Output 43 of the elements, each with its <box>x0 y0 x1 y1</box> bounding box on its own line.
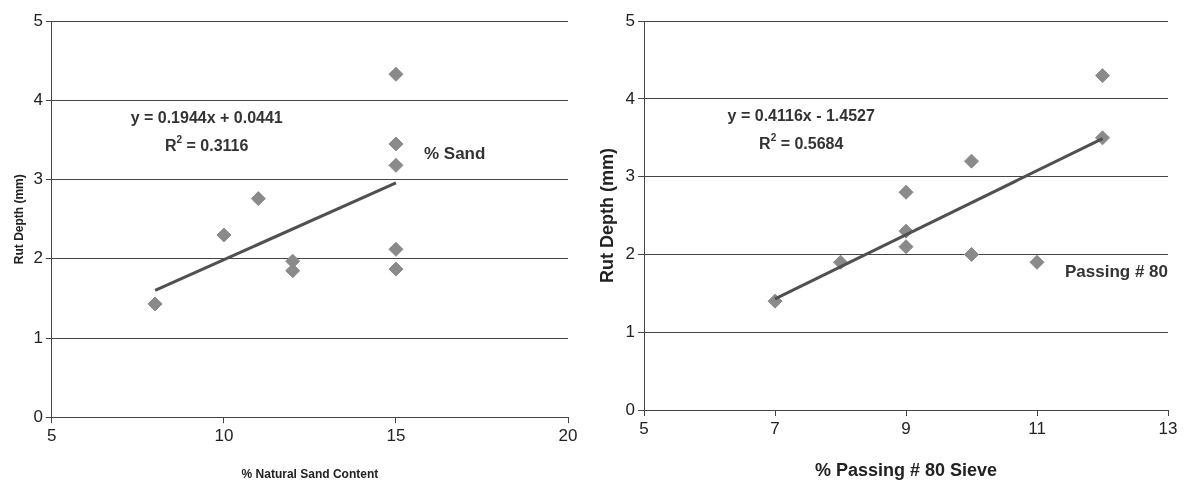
point <box>216 227 232 243</box>
series-label: % Sand <box>423 143 486 163</box>
y-axis-title: Rut Depth (mm) <box>11 174 26 265</box>
annotation: y = 0.1944x + 0.0441 <box>130 108 283 126</box>
point <box>388 157 404 173</box>
point <box>388 136 404 152</box>
x-tick-label: 13 <box>1158 418 1178 438</box>
y-axis-title: Rut Depth (mm) <box>596 148 617 284</box>
x-tick-label: 11 <box>1028 418 1046 438</box>
y-tick-label: 0 <box>33 406 43 426</box>
y-tick-label: 4 <box>625 88 636 108</box>
point <box>898 239 914 255</box>
x-tick-label: 5 <box>47 426 57 446</box>
x-tick-label: 15 <box>386 426 406 446</box>
point <box>1095 68 1111 84</box>
point <box>964 246 980 262</box>
x-tick-label: 5 <box>639 418 649 438</box>
point <box>250 191 266 207</box>
y-tick-label: 3 <box>625 166 636 186</box>
point <box>1029 254 1045 270</box>
x-axis-title: % Passing # 80 Sieve <box>814 460 998 481</box>
point <box>388 261 404 277</box>
x-tick-label: 20 <box>558 426 578 446</box>
point <box>388 241 404 257</box>
y-tick-label: 0 <box>625 399 636 419</box>
y-tick-label: 5 <box>625 10 636 30</box>
y-tick-label: 2 <box>625 244 636 264</box>
annotation: y = 0.4116x - 1.4527 <box>727 106 875 124</box>
x-tick-label: 10 <box>214 426 234 446</box>
series-label: Passing # 80 <box>1065 261 1169 281</box>
y-tick-label: 1 <box>625 321 636 341</box>
y-tick-label: 1 <box>33 327 43 347</box>
x-tick-label: 7 <box>770 418 780 438</box>
point <box>964 153 980 169</box>
y-tick-label: 4 <box>33 90 43 110</box>
x-axis-title: % Natural Sand Content <box>241 467 379 482</box>
y-tick-label: 5 <box>33 10 43 30</box>
x-tick-label: 9 <box>901 418 911 438</box>
point <box>388 66 404 82</box>
y-tick-label: 2 <box>33 248 43 268</box>
y-tick-label: 3 <box>33 169 43 189</box>
point <box>147 296 163 312</box>
point <box>898 184 914 200</box>
